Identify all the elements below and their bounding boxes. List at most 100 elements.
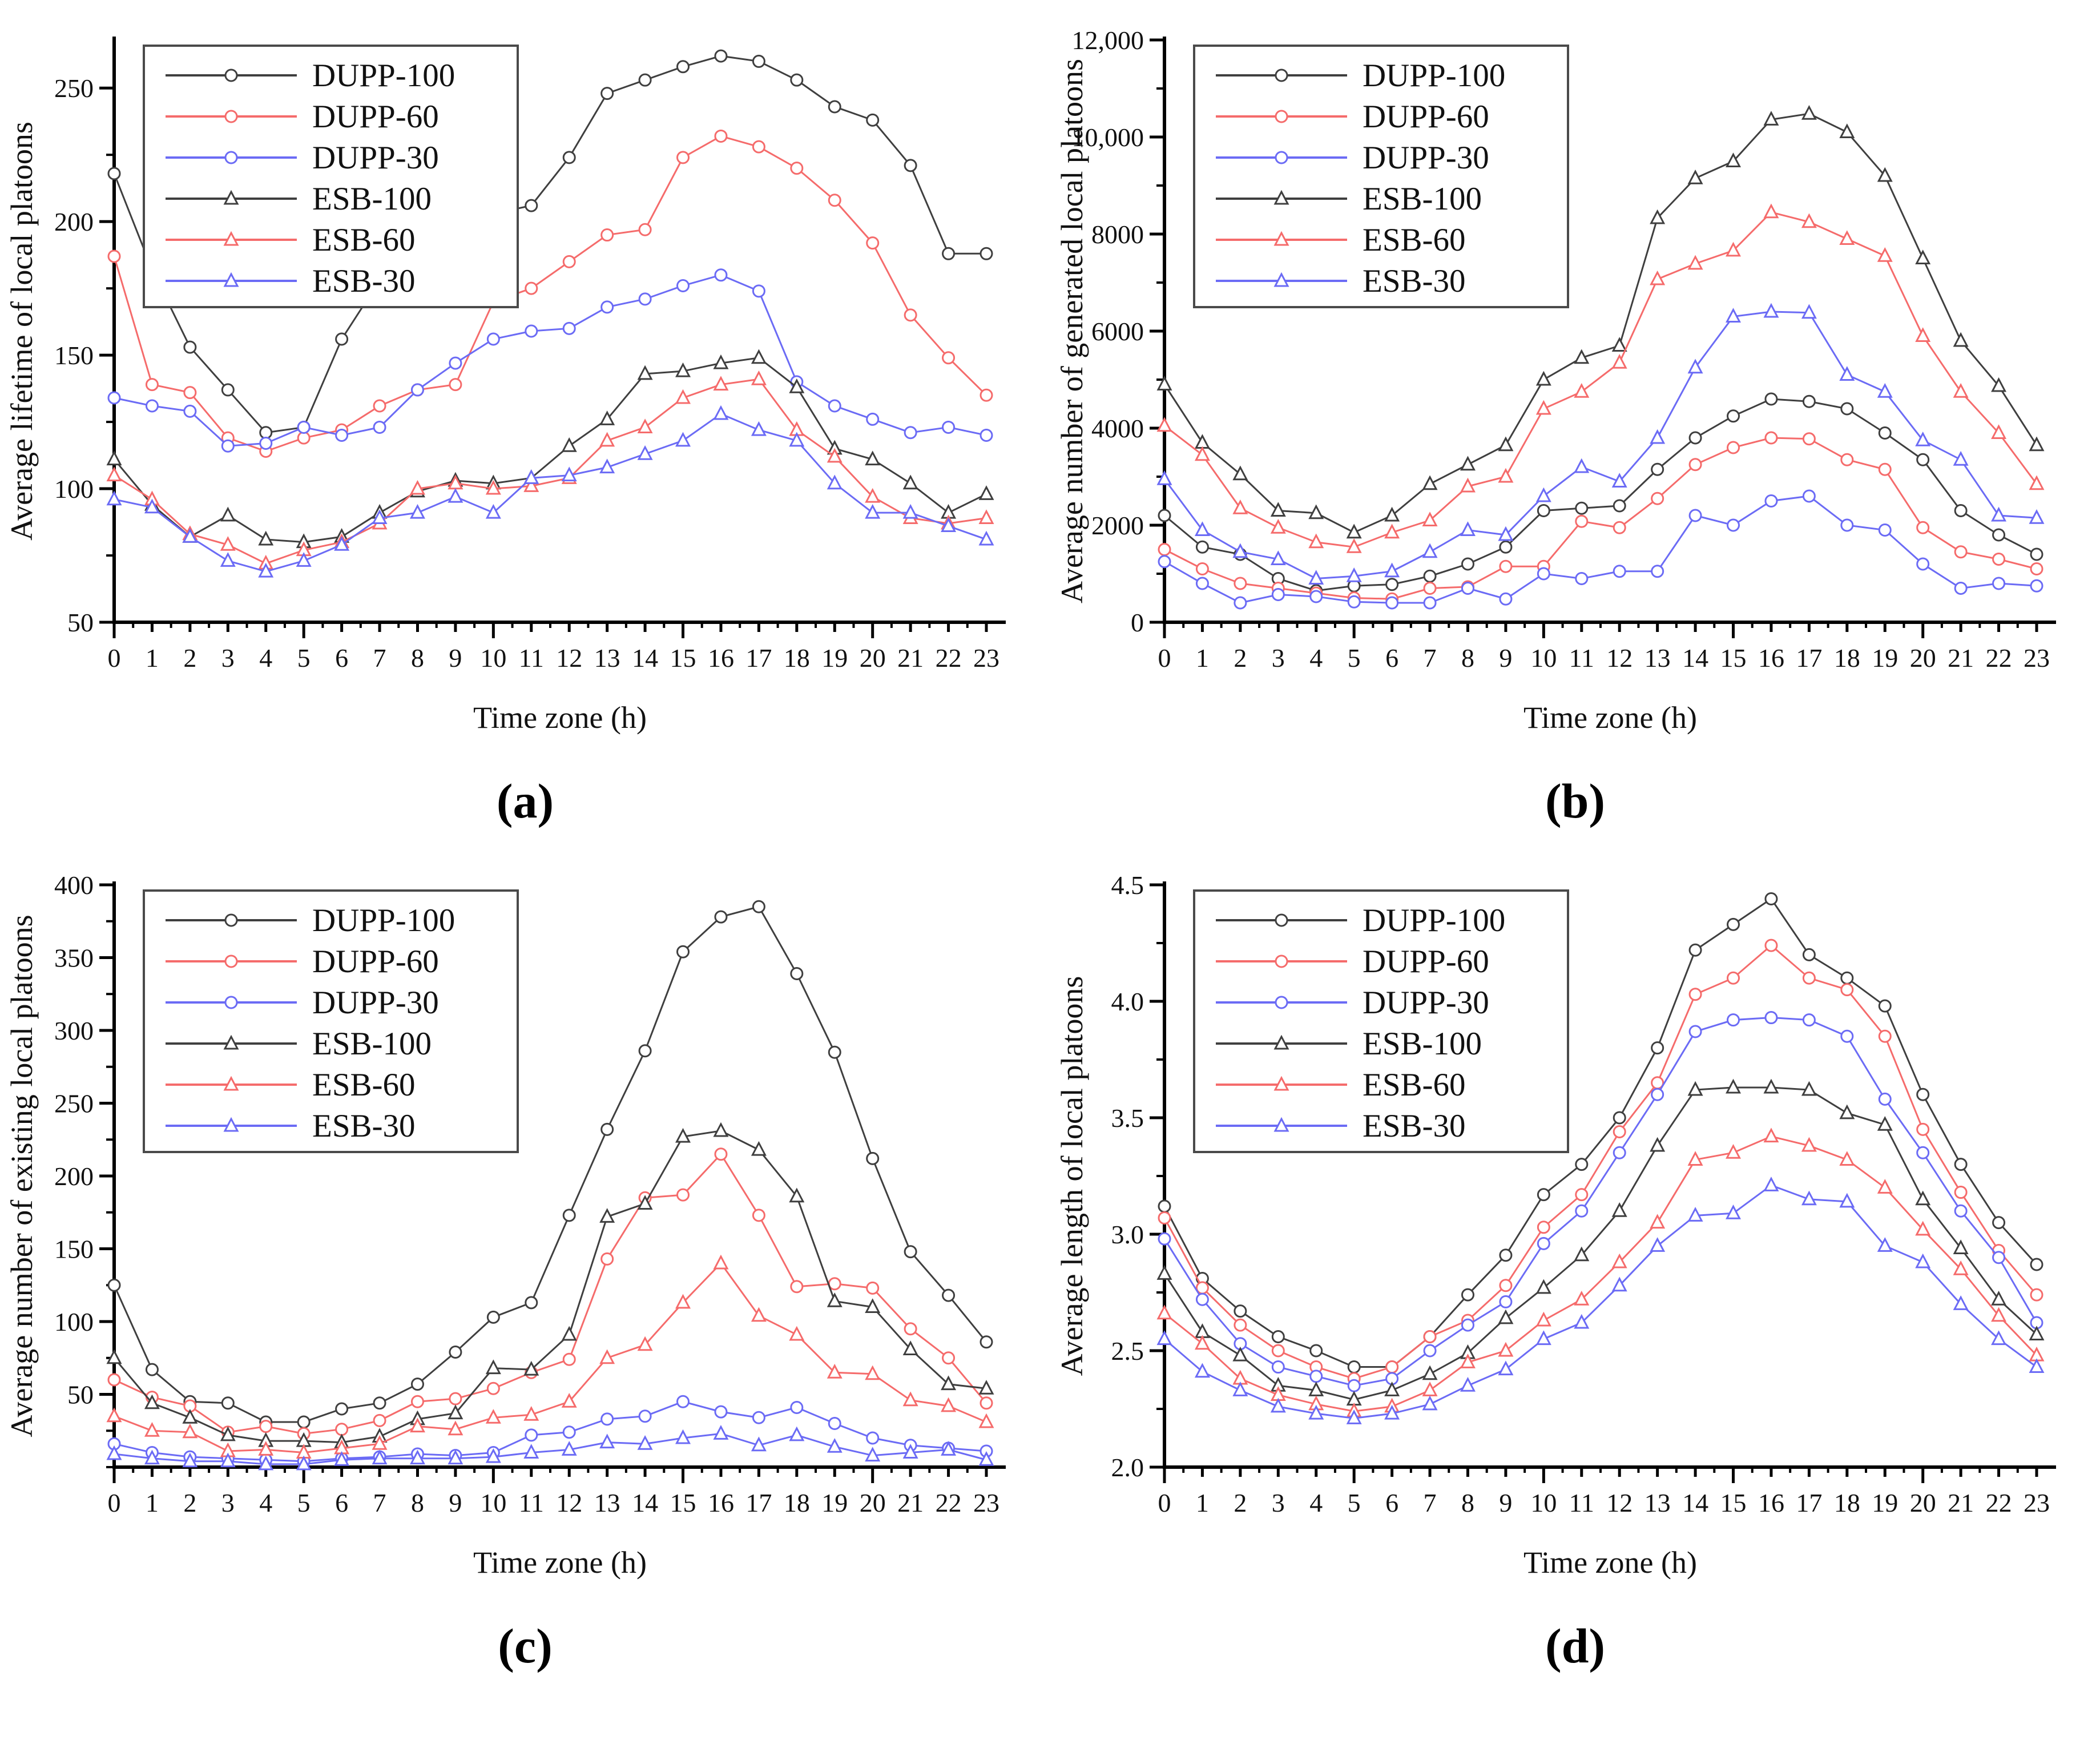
marker-circle [1499, 1279, 1513, 1292]
x-tick-label: 1 [146, 643, 159, 672]
x-tick-label: 8 [1461, 1488, 1474, 1517]
marker-circle [449, 356, 462, 370]
x-tick-label: 6 [1385, 643, 1398, 672]
marker-triangle [223, 272, 239, 287]
marker-circle [1158, 1211, 1171, 1225]
marker-triangle [1726, 1078, 1741, 1094]
x-tick-label: 11 [519, 643, 544, 672]
marker-triangle [1839, 230, 1855, 245]
marker-triangle [978, 1413, 994, 1428]
y-tick-label: 2.5 [1111, 1336, 1144, 1366]
x-tick-label: 1 [146, 1488, 159, 1517]
marker-triangle [675, 1429, 691, 1444]
marker-circle [1195, 540, 1209, 554]
marker-circle [1499, 540, 1513, 554]
marker-circle [638, 292, 652, 306]
marker-circle [2030, 562, 2043, 575]
marker-triangle [1611, 1276, 1627, 1292]
panel-b: 0 2000 4000 6000 8000 10,000 12,000 0 1 2 3 4 5 6 7 8 9 1… [1050, 10, 2100, 849]
legend-label: DUPP-100 [312, 903, 455, 939]
x-tick-label: 13 [594, 643, 620, 672]
y-tick-label: 8000 [1091, 220, 1144, 249]
marker-circle [297, 1415, 311, 1429]
marker-circle [1158, 543, 1171, 556]
legend-label: DUPP-30 [1363, 140, 1489, 176]
marker-circle [752, 284, 765, 298]
marker-circle [562, 1209, 576, 1222]
marker-triangle [1194, 434, 1210, 449]
marker-triangle [789, 1426, 805, 1441]
x-tick-label: 22 [936, 1488, 962, 1517]
marker-triangle [372, 509, 388, 525]
marker-circle [486, 332, 500, 346]
marker-circle [1954, 504, 1968, 517]
marker-circle [1158, 1199, 1171, 1213]
marker-triangle [902, 1391, 918, 1407]
marker-circle [1992, 553, 2006, 566]
marker-triangle [561, 1393, 577, 1408]
legend-label: ESB-60 [312, 222, 416, 258]
series-DUPP-60-line [1163, 944, 2038, 1380]
marker-circle [1802, 394, 1816, 408]
marker-triangle [1953, 1295, 1969, 1310]
x-tick-label: 6 [335, 1488, 348, 1517]
y-tick-label: 10,000 [1072, 123, 1144, 152]
x-tick-label: 7 [373, 1488, 386, 1517]
marker-triangle [1422, 511, 1438, 526]
y-tick-label: 2000 [1091, 511, 1144, 540]
marker-circle [600, 87, 614, 100]
marker-triangle [941, 1397, 957, 1412]
marker-triangle [1877, 1179, 1893, 1194]
marker-triangle [1535, 400, 1551, 415]
marker-circle [1688, 1025, 1702, 1038]
marker-triangle [1611, 473, 1627, 488]
x-tick-label: 7 [373, 643, 386, 672]
marker-triangle [902, 1340, 918, 1355]
x-tick-label: 1 [1196, 1488, 1209, 1517]
x-tick-label: 21 [897, 643, 924, 672]
x-tick-label: 6 [1385, 1488, 1398, 1517]
legend: DUPP-100 DUPP-60 DUPP-30 ESB-100 ESB-60 ESB-3… [1193, 45, 1569, 308]
x-tick-label: 13 [1644, 1488, 1671, 1517]
marker-circle [1275, 69, 1288, 82]
series-ESB-60-line [1164, 1135, 2038, 1412]
marker-circle [1992, 528, 2006, 542]
marker-triangle [1611, 1253, 1627, 1268]
marker-triangle [1991, 1291, 2007, 1306]
marker-triangle [1194, 1335, 1210, 1350]
marker-circle [1385, 1360, 1399, 1374]
marker-circle [1271, 1360, 1285, 1374]
marker-triangle [1611, 1202, 1627, 1217]
legend-box [143, 45, 519, 308]
marker-triangle [1650, 1214, 1666, 1229]
marker-triangle [1498, 1309, 1514, 1324]
legend-box [143, 889, 519, 1153]
marker-circle [600, 228, 614, 242]
y-tick-label: 150 [54, 1235, 94, 1264]
y-tick-label: 350 [54, 944, 94, 973]
marker-triangle [1877, 167, 1893, 182]
marker-triangle [865, 504, 881, 519]
marker-triangle [1877, 247, 1893, 262]
marker-triangle [1801, 1081, 1817, 1096]
marker-circle [562, 255, 576, 268]
marker-triangle [1687, 1207, 1703, 1222]
marker-circle [1461, 557, 1474, 571]
marker-circle [1385, 596, 1399, 610]
y-tick-label: 100 [54, 1307, 94, 1336]
marker-triangle [372, 1449, 388, 1465]
marker-circle [1840, 453, 1854, 466]
x-tick-label: 15 [670, 1488, 696, 1517]
marker-circle [107, 1373, 121, 1387]
marker-circle [638, 73, 652, 87]
marker-circle [1575, 514, 1589, 528]
marker-circle [752, 140, 765, 154]
figure-grid: 50 100 150 200 250 0 1 2 3 4 5 6 7 8 9 10 11 12 13 14 15 16 17… [5, 10, 2100, 1673]
marker-triangle [106, 450, 122, 466]
marker-triangle [1650, 1137, 1666, 1152]
legend-label: ESB-60 [1363, 222, 1466, 258]
marker-circle [2030, 547, 2043, 561]
y-tick-label: 50 [67, 1380, 94, 1409]
marker-triangle [1156, 1304, 1172, 1320]
marker-circle [1727, 518, 1740, 532]
